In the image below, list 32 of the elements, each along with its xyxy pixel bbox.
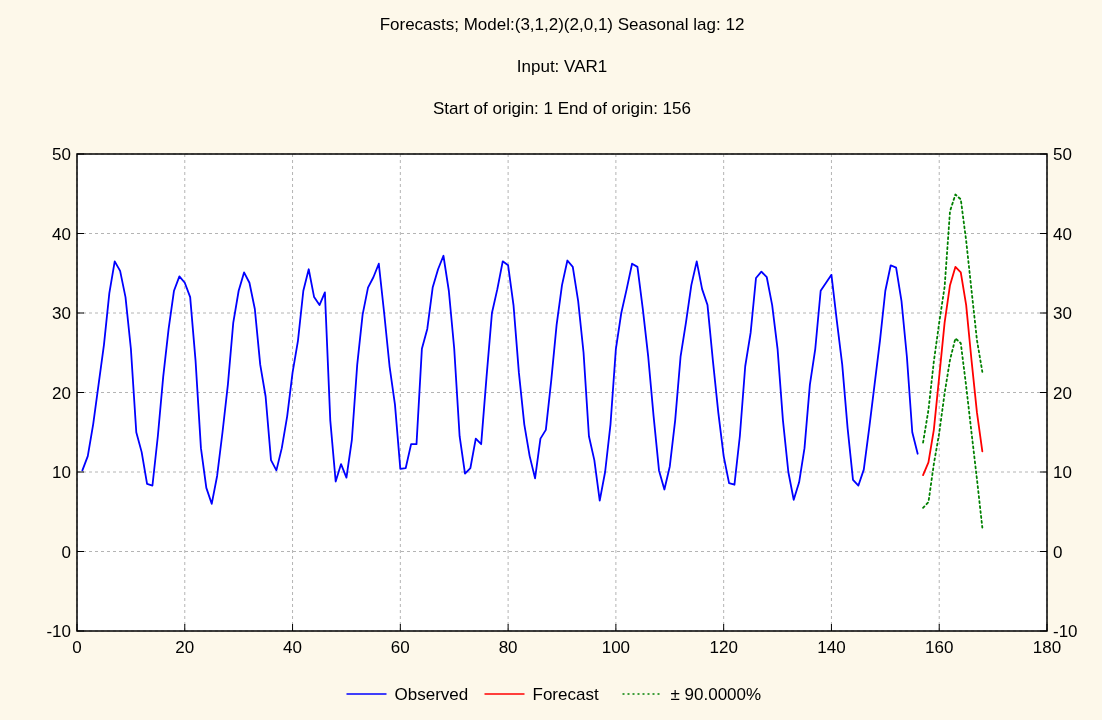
x-tick-label: 160: [925, 638, 954, 657]
y2-tick-label: 0: [1053, 542, 1063, 562]
y-tick-label: 10: [52, 463, 71, 482]
y-tick-label: 40: [52, 224, 71, 244]
x-tick-label: 180: [1032, 638, 1062, 657]
y-tick-label: 0: [61, 542, 71, 562]
y-tick-label: 20: [52, 383, 71, 403]
text: Input: VAR1 Start of origin: 1 End of origin: 156: [433, 57, 691, 118]
y2-tick-label: 10: [1053, 463, 1072, 482]
x-tick-label: 60: [390, 638, 410, 657]
y2-tick-label: 20: [1053, 383, 1072, 403]
x-tick-label: 100: [601, 638, 631, 657]
x-tick-label: 120: [709, 638, 738, 657]
x-tick-label: 20: [175, 638, 195, 657]
legend-label: Observed: [394, 685, 469, 704]
x-tick-label: 40: [283, 638, 303, 657]
y2-tick-label: 30: [1053, 304, 1072, 323]
y-tick-label: 50: [52, 145, 71, 164]
legend-label: ± 90.0000%: [670, 685, 762, 704]
y2-tick-label: 40: [1053, 224, 1072, 244]
y-tick-label: 30: [52, 304, 71, 323]
y2-tick-label: 50: [1053, 145, 1072, 164]
line-series: [922, 337, 984, 529]
y2-tick-label: -10: [1053, 622, 1078, 641]
chart-title: Forecasts; Model:(3,1,2)(2,0,1) Seasonal lag: 12: [379, 15, 745, 34]
legend-label: Forecast: [532, 685, 599, 704]
x-tick-label: 140: [817, 638, 846, 657]
y-tick-label: -10: [46, 622, 71, 641]
x-tick-label: 80: [498, 638, 518, 657]
line-series: [922, 193, 984, 444]
line-series: [81, 254, 919, 505]
line-series: [922, 265, 984, 477]
